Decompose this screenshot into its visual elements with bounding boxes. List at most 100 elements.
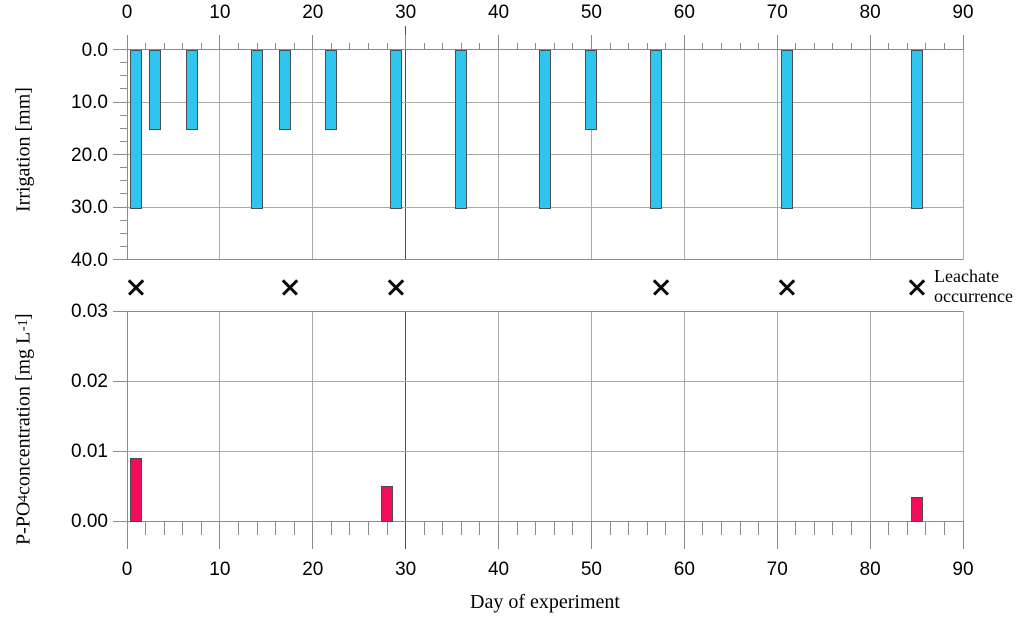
irrigation-bar <box>650 49 663 209</box>
leachate-marker <box>127 278 145 296</box>
x-minor-tick-top <box>553 43 555 50</box>
x-tick-label-top: 30 <box>395 2 417 23</box>
leachate-marker <box>908 278 926 296</box>
x-minor-tick-top <box>423 43 425 50</box>
x-minor-tick-bottom <box>275 521 277 535</box>
gridline-v-p-po4 <box>776 311 778 521</box>
gridline-v-irrigation <box>405 26 407 260</box>
leachate-marker <box>778 278 796 296</box>
x-minor-tick-bottom <box>423 521 425 535</box>
x-minor-tick-top <box>739 43 741 50</box>
x-major-tick-bottom <box>776 521 778 549</box>
x-major-tick-bottom <box>869 521 871 549</box>
irrigation-bar <box>780 49 793 209</box>
y-tick-label-p-po4: 0.00 <box>71 511 108 532</box>
x-tick-label-bottom: 40 <box>487 559 510 580</box>
y-major-tick-p-po4 <box>113 520 127 522</box>
x-tick-label-top: 80 <box>859 2 881 23</box>
x-tick-label-top: 40 <box>487 2 510 23</box>
gridline-h-p-po4 <box>127 520 963 522</box>
x-minor-tick-top <box>256 43 258 50</box>
x-minor-tick-bottom <box>386 521 388 535</box>
x-minor-tick-bottom <box>758 521 760 535</box>
x-minor-tick-bottom <box>182 521 184 535</box>
irrigation-bar <box>278 49 291 131</box>
x-major-tick-top <box>405 35 407 50</box>
irrigation-bar <box>455 49 468 209</box>
y-tick-label-irrigation: 30.0 <box>71 197 108 218</box>
y-minor-tick-irrigation <box>120 88 127 90</box>
x-minor-tick-bottom <box>535 521 537 535</box>
y-minor-tick-irrigation <box>120 140 127 142</box>
x-minor-tick-bottom <box>943 521 945 535</box>
x-minor-tick-top <box>275 43 277 50</box>
x-major-tick-top <box>869 35 871 50</box>
x-minor-tick-bottom <box>646 521 648 535</box>
x-minor-tick-bottom <box>739 521 741 535</box>
x-minor-tick-bottom <box>813 521 815 535</box>
y-tick-label-irrigation: 0.0 <box>81 39 108 61</box>
p-po4-title-superscript: -1 <box>16 319 31 332</box>
x-minor-tick-top <box>330 43 332 50</box>
x-minor-tick-bottom <box>349 521 351 535</box>
gridline-v-p-po4 <box>312 311 314 521</box>
x-minor-tick-top <box>851 43 853 50</box>
x-tick-label-top: 70 <box>766 2 788 23</box>
x-minor-tick-top <box>572 43 574 50</box>
x-minor-tick-top <box>943 43 945 50</box>
y-major-tick-irrigation <box>113 154 127 155</box>
x-minor-tick-top <box>200 43 202 50</box>
x-minor-tick-bottom <box>237 521 239 535</box>
gridline-v-p-po4 <box>869 311 871 521</box>
x-minor-tick-top <box>720 43 722 50</box>
x-minor-tick-top <box>646 43 648 50</box>
y-minor-tick-irrigation <box>120 245 127 247</box>
x-tick-label-bottom: 90 <box>952 559 974 580</box>
x-minor-tick-top <box>460 43 462 50</box>
irrigation-bar <box>186 49 199 131</box>
gridline-h-p-po4 <box>127 380 963 382</box>
x-major-tick-bottom <box>405 521 407 549</box>
x-minor-tick-bottom <box>460 521 462 535</box>
y-major-tick-p-po4 <box>113 380 127 382</box>
irrigation-bar <box>325 49 338 131</box>
x-minor-tick-bottom <box>368 521 369 535</box>
y-major-tick-p-po4 <box>113 450 127 452</box>
y-major-tick-irrigation <box>113 259 127 260</box>
y-tick-label-p-po4: 0.01 <box>71 441 108 462</box>
x-minor-tick-bottom <box>256 521 258 535</box>
y-major-tick-p-po4 <box>113 310 127 312</box>
p-po4-title-mid: concentration [mg L <box>12 331 35 495</box>
x-minor-tick-bottom <box>572 521 574 535</box>
p-po4-title-subscript: 4 <box>16 494 31 502</box>
y-major-tick-irrigation <box>113 206 127 208</box>
x-minor-tick-top <box>665 43 667 50</box>
leachate-marker <box>387 278 405 296</box>
y-minor-tick-irrigation <box>120 127 127 129</box>
x-tick-label-top: 0 <box>121 2 133 23</box>
x-major-tick-bottom <box>962 521 964 549</box>
legend-line-1: Leachate <box>934 266 999 286</box>
y-tick-label-irrigation: 20.0 <box>71 144 108 166</box>
x-major-tick-top <box>498 35 500 50</box>
x-minor-tick-bottom <box>665 521 667 535</box>
gridline-v-p-po4 <box>590 311 592 521</box>
x-minor-tick-top <box>368 43 369 50</box>
x-minor-tick-top <box>442 43 444 50</box>
x-minor-tick-bottom <box>479 521 481 535</box>
gridline-v-p-po4 <box>219 311 221 521</box>
irrigation-y-axis-title: Irrigation [mm] <box>12 87 35 213</box>
x-major-tick-bottom <box>219 521 221 549</box>
irrigation-bar <box>148 49 161 131</box>
x-minor-tick-top <box>628 43 630 50</box>
x-minor-tick-bottom <box>145 521 147 535</box>
irrigation-bar <box>539 49 551 209</box>
x-tick-label-bottom: 0 <box>121 559 133 580</box>
x-minor-tick-bottom <box>702 521 704 535</box>
p-po4-bar <box>130 458 143 522</box>
p-po4-title-suffix: ] <box>12 313 35 320</box>
gridline-v-p-po4 <box>405 311 407 521</box>
x-tick-label-top: 50 <box>580 2 603 23</box>
y-minor-tick-irrigation <box>120 114 127 116</box>
